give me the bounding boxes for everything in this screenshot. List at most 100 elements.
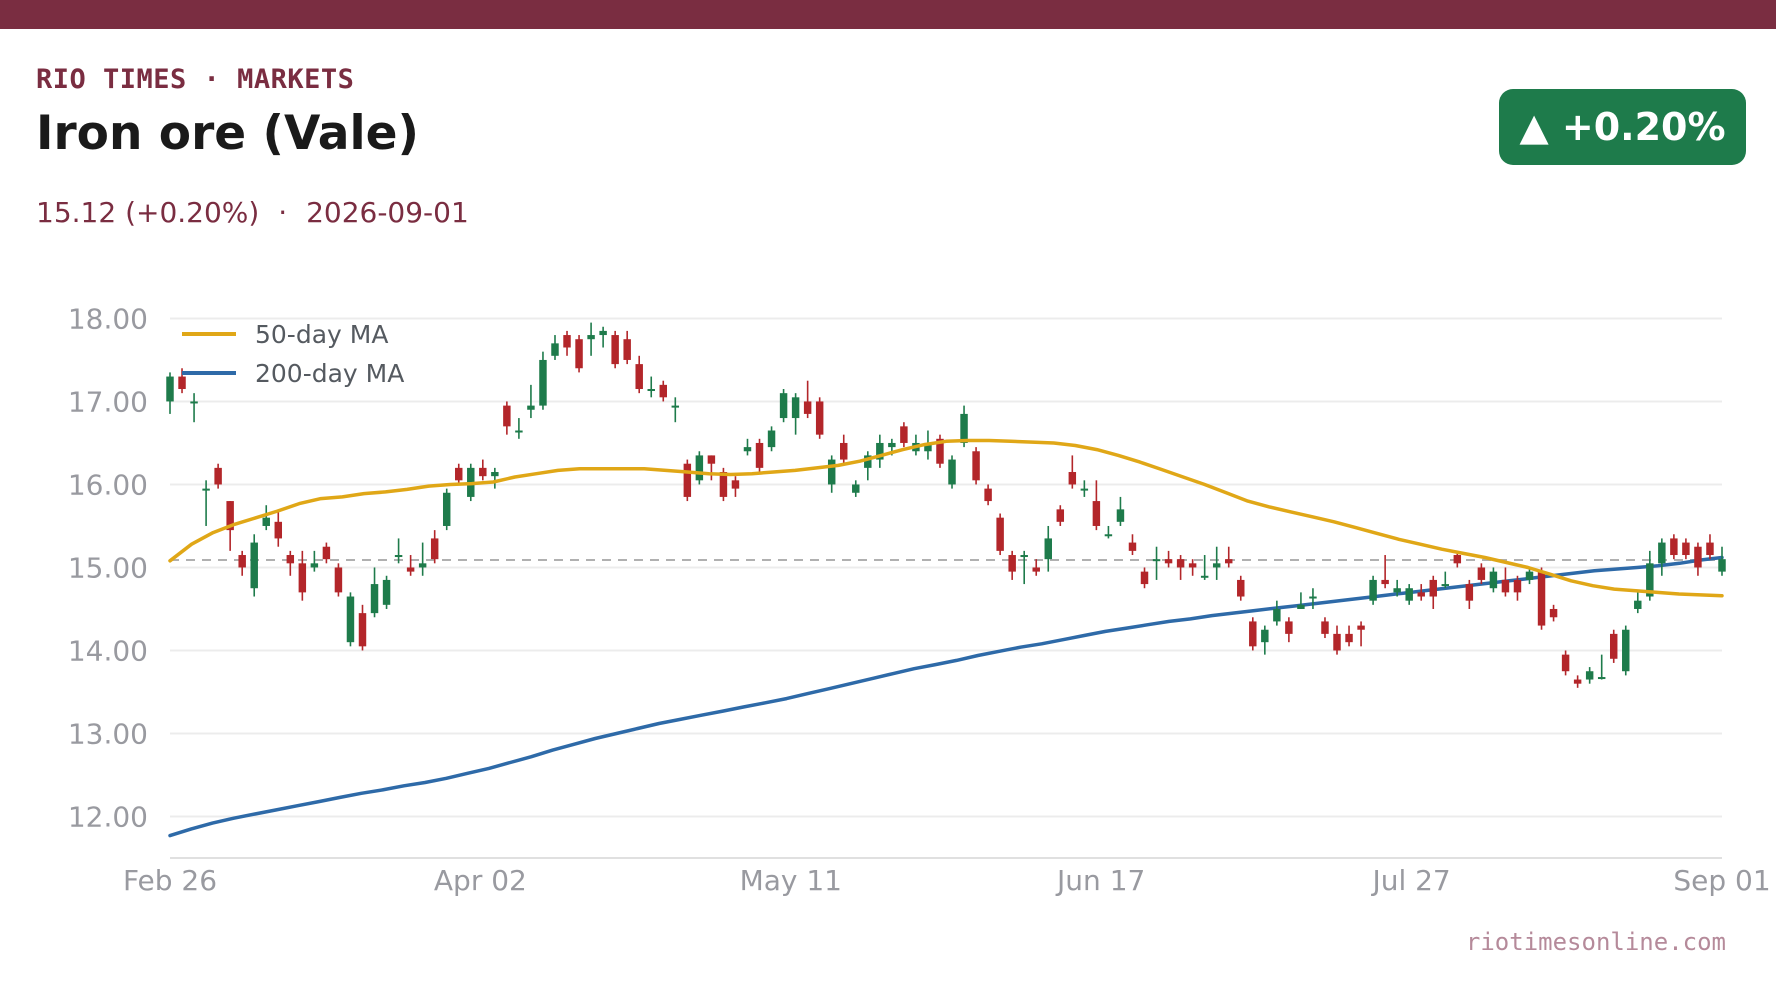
candle-body: [1585, 671, 1594, 680]
x-tick-label: Feb 26: [123, 864, 217, 897]
candle-body: [1080, 488, 1089, 491]
candle-body: [1501, 579, 1510, 593]
candle-body: [888, 442, 896, 448]
x-axis: Feb 26 Apr 02 May 11 Jun 17 Jul 27 Sep 01: [123, 864, 1771, 897]
candle-body: [1525, 571, 1534, 580]
price-summary: 15.12 (+0.20%) · 2026-09-01: [36, 196, 469, 229]
candle-body: [1549, 608, 1558, 618]
candle-body: [322, 546, 331, 560]
candle-body: [1261, 629, 1269, 643]
candle-body: [563, 335, 571, 348]
candle-body: [623, 339, 631, 360]
ma200-series: [168, 555, 1724, 838]
candle-body: [370, 584, 379, 614]
candle-body: [1128, 542, 1137, 551]
candle-body: [1285, 621, 1293, 634]
candle-body: [852, 484, 860, 493]
candle-body: [250, 542, 258, 589]
candle-body: [1116, 509, 1125, 522]
legend-label-ma200: 200-day MA: [255, 359, 404, 388]
candle-body: [334, 567, 343, 593]
candle-body: [1212, 563, 1221, 568]
candle-body: [202, 488, 210, 491]
candle-body: [1634, 600, 1642, 609]
candle-body: [803, 401, 812, 414]
candle-body: [515, 430, 523, 433]
candle-body: [1706, 542, 1714, 556]
candle-body: [827, 459, 836, 485]
candle-body: [984, 488, 992, 502]
candle-body: [1561, 654, 1570, 672]
y-axis: 12.00 13.00 14.00 15.00 16.00 17.00 18.00: [68, 302, 148, 833]
candle-body: [1465, 584, 1474, 601]
legend-label-ma50: 50-day MA: [255, 320, 388, 349]
candle-body: [1333, 633, 1341, 651]
candle-body: [659, 384, 668, 398]
candle-body: [647, 389, 655, 392]
candle-body: [406, 567, 415, 572]
candle-body: [1309, 596, 1317, 599]
candle-body: [539, 359, 547, 406]
candle-body: [1718, 559, 1726, 572]
y-tick-label: 16.00: [68, 468, 148, 501]
candle-body: [1405, 588, 1413, 601]
y-tick-label: 17.00: [68, 385, 148, 418]
candle-body: [479, 467, 487, 477]
candle-body: [491, 472, 499, 477]
candle-body: [1682, 542, 1690, 556]
candle-body: [791, 397, 800, 419]
candle-body: [1597, 677, 1606, 680]
candle-body: [1068, 472, 1077, 485]
candle-body: [1176, 559, 1185, 568]
candle-body: [310, 563, 319, 568]
candle-body: [671, 405, 680, 408]
candle-body: [876, 442, 884, 460]
candle-body: [214, 467, 222, 485]
candle-body: [190, 401, 198, 404]
candle-body: [1188, 563, 1197, 568]
candle-body: [286, 555, 295, 564]
candle-body: [358, 613, 367, 647]
candle-body: [430, 538, 439, 560]
candle-body: [274, 521, 283, 539]
candle-body: [1357, 625, 1365, 630]
candle-body: [346, 596, 355, 643]
candle-body: [1417, 592, 1425, 597]
candles: [166, 322, 1726, 688]
candle-body: [455, 467, 463, 481]
candle-body: [1273, 608, 1281, 622]
change-badge: ▲ +0.20%: [1499, 89, 1746, 165]
candle-body: [767, 430, 776, 448]
candle-body: [599, 330, 607, 336]
candle-body: [1537, 571, 1546, 626]
ma200-line: [168, 555, 1724, 838]
candle-body: [960, 413, 968, 443]
x-tick-label: Jun 17: [1055, 864, 1145, 897]
candle-body: [815, 401, 824, 435]
candle-body: [1152, 559, 1161, 562]
candle-body: [924, 442, 932, 452]
candle-body: [575, 339, 583, 369]
candle-body: [731, 480, 740, 489]
candle-body: [503, 405, 511, 427]
candle-body: [1140, 571, 1149, 585]
candle-body: [238, 555, 246, 568]
candle-body: [1044, 538, 1052, 560]
candle-body: [996, 517, 1004, 551]
candle-body: [1513, 579, 1522, 593]
candle-body: [226, 501, 234, 531]
candle-body: [1489, 571, 1498, 589]
candle-body: [298, 563, 307, 593]
separator: ·: [278, 196, 288, 229]
x-tick-label: Apr 02: [434, 864, 527, 897]
candle-body: [1164, 559, 1173, 564]
candle-body: [779, 393, 788, 419]
ma50-series: [168, 438, 1724, 598]
legend: 50-day MA 200-day MA: [182, 320, 404, 388]
candle-body: [948, 459, 956, 485]
candle-body: [1092, 501, 1101, 526]
candle-body: [840, 442, 848, 460]
candle-body: [1056, 509, 1065, 522]
candle-body: [936, 438, 944, 464]
price-date: 2026-09-01: [306, 196, 469, 229]
